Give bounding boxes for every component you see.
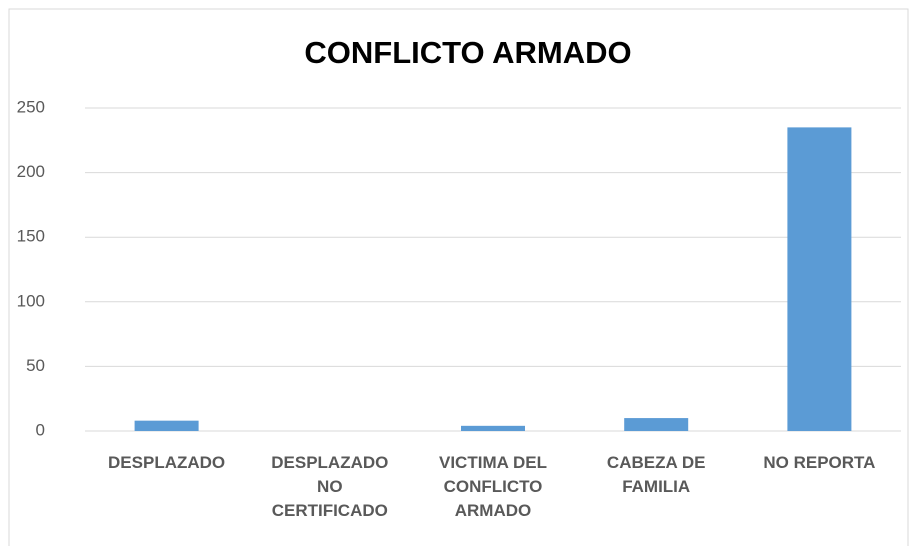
x-tick-label: DESPLAZADO	[108, 453, 225, 472]
bar	[787, 127, 852, 431]
y-tick-label: 50	[26, 356, 45, 375]
x-tick-label: NO REPORTA	[763, 453, 875, 472]
chart-border	[8, 8, 909, 546]
x-tick-label: VICTIMA DEL CONFLICTO ARMADO	[439, 453, 547, 520]
y-tick-label: 250	[17, 97, 45, 116]
y-tick-label: 100	[17, 291, 45, 310]
y-tick-label: 200	[17, 162, 45, 181]
bar	[624, 418, 689, 431]
x-tick-label: DESPLAZADO NO CERTIFICADO	[271, 453, 388, 520]
bar	[134, 420, 199, 431]
chart-title: CONFLICTO ARMADO	[304, 35, 631, 70]
bar	[461, 425, 525, 431]
y-tick-label: 0	[36, 420, 45, 439]
x-tick-label: CABEZA DE FAMILIA	[607, 453, 706, 496]
y-tick-label: 150	[17, 227, 45, 246]
